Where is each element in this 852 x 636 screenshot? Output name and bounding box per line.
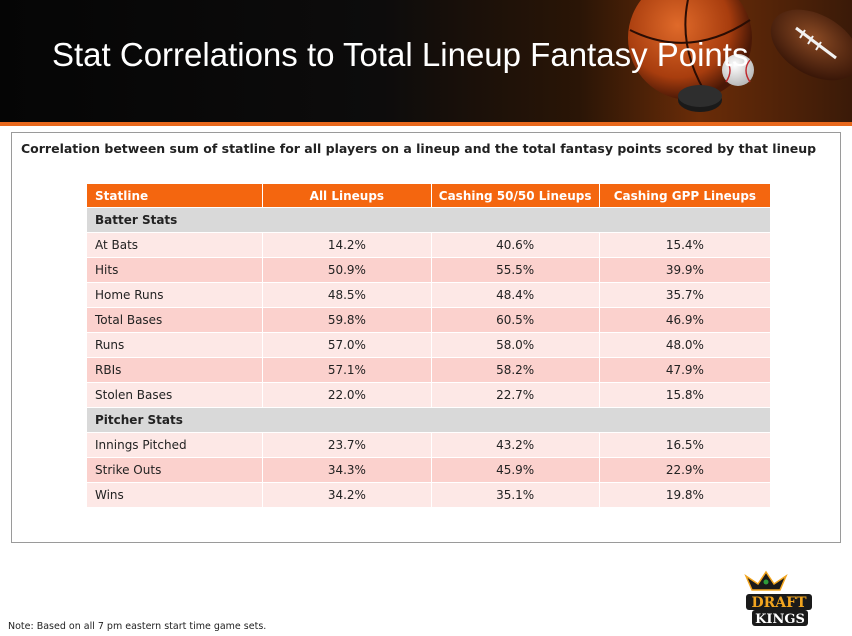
stat-name: Hits	[87, 258, 263, 282]
value-cashing-gpp: 46.9%	[598, 308, 770, 332]
value-cashing-gpp: 15.4%	[598, 233, 770, 257]
content-panel: Correlation between sum of statline for …	[11, 132, 841, 543]
stat-name: RBIs	[87, 358, 263, 382]
value-all-lineups: 59.8%	[262, 308, 431, 332]
table-row: Strike Outs 34.3% 45.9% 22.9%	[87, 458, 770, 482]
value-all-lineups: 14.2%	[262, 233, 431, 257]
value-all-lineups: 23.7%	[262, 433, 431, 457]
section-row-batter: Batter Stats	[87, 208, 770, 232]
footer-note: Note: Based on all 7 pm eastern start ti…	[8, 621, 267, 632]
panel-subtitle: Correlation between sum of statline for …	[21, 141, 817, 156]
value-cashing-5050: 43.2%	[430, 433, 599, 457]
value-cashing-gpp: 19.8%	[598, 483, 770, 507]
value-cashing-gpp: 22.9%	[598, 458, 770, 482]
football-icon	[770, 9, 852, 81]
sports-balls-graphic	[628, 0, 852, 112]
table-row: Innings Pitched 23.7% 43.2% 16.5%	[87, 433, 770, 457]
column-header-all-lineups: All Lineups	[262, 184, 431, 207]
value-cashing-5050: 48.4%	[430, 283, 599, 307]
header-banner: Stat Correlations to Total Lineup Fantas…	[0, 0, 852, 122]
column-header-statline: Statline	[87, 184, 263, 207]
table-row: At Bats 14.2% 40.6% 15.4%	[87, 233, 770, 257]
hockey-puck-icon	[678, 85, 722, 112]
value-all-lineups: 57.0%	[262, 333, 431, 357]
stat-name: Strike Outs	[87, 458, 263, 482]
value-all-lineups: 34.3%	[262, 458, 431, 482]
table-row: Runs 57.0% 58.0% 48.0%	[87, 333, 770, 357]
value-all-lineups: 57.1%	[262, 358, 431, 382]
section-row-pitcher: Pitcher Stats	[87, 408, 770, 432]
value-cashing-5050: 35.1%	[430, 483, 599, 507]
value-cashing-5050: 55.5%	[430, 258, 599, 282]
table-row: Wins 34.2% 35.1% 19.8%	[87, 483, 770, 507]
table-row: Home Runs 48.5% 48.4% 35.7%	[87, 283, 770, 307]
baseball-icon	[722, 54, 754, 86]
stat-name: Wins	[87, 483, 263, 507]
logo-text-top: DRAFT	[752, 595, 808, 611]
value-cashing-5050: 40.6%	[430, 233, 599, 257]
stat-name: Innings Pitched	[87, 433, 263, 457]
value-cashing-gpp: 35.7%	[598, 283, 770, 307]
section-label: Pitcher Stats	[87, 408, 770, 432]
table-row: Hits 50.9% 55.5% 39.9%	[87, 258, 770, 282]
value-all-lineups: 50.9%	[262, 258, 431, 282]
value-cashing-5050: 45.9%	[430, 458, 599, 482]
table-row: RBIs 57.1% 58.2% 47.9%	[87, 358, 770, 382]
value-cashing-gpp: 47.9%	[598, 358, 770, 382]
draftkings-logo-icon: DRAFT KINGS	[744, 570, 812, 627]
value-cashing-5050: 58.2%	[430, 358, 599, 382]
table-row: Stolen Bases 22.0% 22.7% 15.8%	[87, 383, 770, 407]
correlation-table: Statline All Lineups Cashing 50/50 Lineu…	[87, 183, 770, 508]
value-cashing-5050: 58.0%	[430, 333, 599, 357]
value-all-lineups: 34.2%	[262, 483, 431, 507]
column-header-cashing-gpp: Cashing GPP Lineups	[598, 184, 770, 207]
value-cashing-gpp: 48.0%	[598, 333, 770, 357]
value-cashing-gpp: 15.8%	[598, 383, 770, 407]
table-header-row: Statline All Lineups Cashing 50/50 Lineu…	[87, 184, 770, 207]
stat-name: At Bats	[87, 233, 263, 257]
column-header-cashing-5050: Cashing 50/50 Lineups	[430, 184, 599, 207]
value-all-lineups: 22.0%	[262, 383, 431, 407]
value-cashing-5050: 22.7%	[430, 383, 599, 407]
logo-text-bottom: KINGS	[755, 612, 805, 627]
value-all-lineups: 48.5%	[262, 283, 431, 307]
value-cashing-gpp: 16.5%	[598, 433, 770, 457]
table-row: Total Bases 59.8% 60.5% 46.9%	[87, 308, 770, 332]
value-cashing-5050: 60.5%	[430, 308, 599, 332]
stat-name: Stolen Bases	[87, 383, 263, 407]
stat-name: Total Bases	[87, 308, 263, 332]
section-label: Batter Stats	[87, 208, 770, 232]
header-accent-stripe	[0, 122, 852, 126]
page-title: Stat Correlations to Total Lineup Fantas…	[52, 36, 749, 73]
stat-name: Runs	[87, 333, 263, 357]
stat-name: Home Runs	[87, 283, 263, 307]
value-cashing-gpp: 39.9%	[598, 258, 770, 282]
